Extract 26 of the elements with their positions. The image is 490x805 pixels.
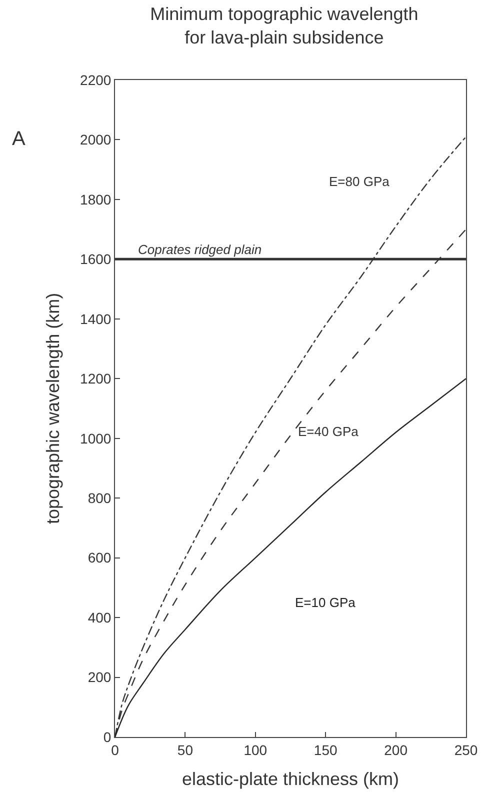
line-series <box>115 378 466 737</box>
y-tick-label: 600 <box>88 550 112 566</box>
series-label: E=40 GPa <box>298 424 360 439</box>
ref-line-label: Coprates ridged plain <box>138 242 262 257</box>
y-tick-label: 800 <box>88 490 112 506</box>
y-tick-label: 1400 <box>80 310 112 327</box>
x-tick-label: 100 <box>244 742 268 758</box>
y-tick-label: 1200 <box>80 370 112 387</box>
y-tick-label: 2000 <box>80 132 112 148</box>
y-tick-label: 200 <box>88 669 112 686</box>
x-tick-label: 200 <box>384 742 408 758</box>
y-tick-label: 1600 <box>80 251 112 268</box>
y-axis-title: topographic wavelength (km) <box>43 292 64 524</box>
chart-title: Minimum topographic wavelength for lava-plain subsidence <box>150 4 418 48</box>
text: E=10 GPa <box>295 595 356 610</box>
y-tick-label: 2200 <box>80 72 112 88</box>
x-tick-label: 50 <box>177 742 194 758</box>
y-tick-label: 1800 <box>80 191 112 208</box>
text: E=80 GPa <box>329 174 390 189</box>
x-axis-title: elastic-plate thickness (km) <box>182 768 400 789</box>
y-tick-label: 400 <box>88 609 112 626</box>
x-tick-label: 150 <box>314 742 338 758</box>
y-tick-label: 0 <box>103 728 112 745</box>
y-tick-label: 1000 <box>80 430 112 446</box>
x-tick-label: 250 <box>454 742 478 758</box>
text: A <box>12 128 26 150</box>
